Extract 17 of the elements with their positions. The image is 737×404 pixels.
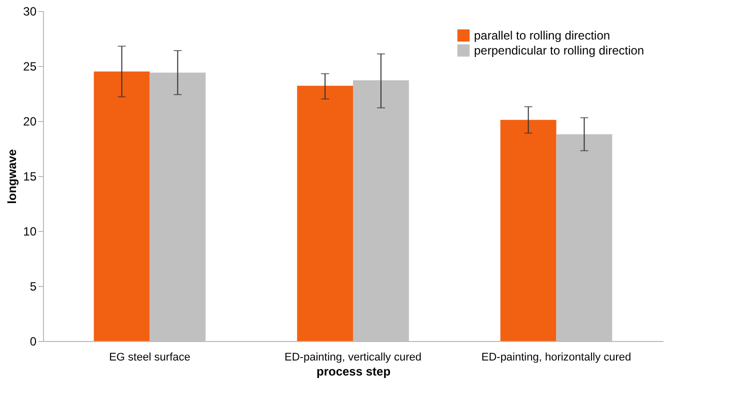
x-tick-label: ED-painting, vertically cured	[284, 352, 422, 364]
y-axis-title: longwave	[5, 148, 20, 204]
y-tick-label: 15	[23, 170, 37, 184]
bar	[94, 72, 150, 341]
y-tick-label: 20	[23, 114, 37, 128]
y-tick-label: 0	[30, 334, 37, 348]
legend-label: parallel to rolling direction	[474, 28, 610, 42]
legend-label: perpendicular to rolling direction	[474, 44, 644, 58]
x-axis-title: process step	[316, 364, 391, 378]
x-tick-label: EG steel surface	[109, 352, 190, 364]
y-tick-label: 5	[30, 280, 37, 294]
bar	[297, 86, 353, 341]
y-tick-label: 10	[23, 224, 37, 238]
bar	[500, 120, 556, 341]
y-tick-label: 30	[23, 4, 37, 18]
y-tick-label: 25	[23, 60, 37, 74]
x-tick-label: ED-painting, horizontally cured	[481, 352, 632, 364]
